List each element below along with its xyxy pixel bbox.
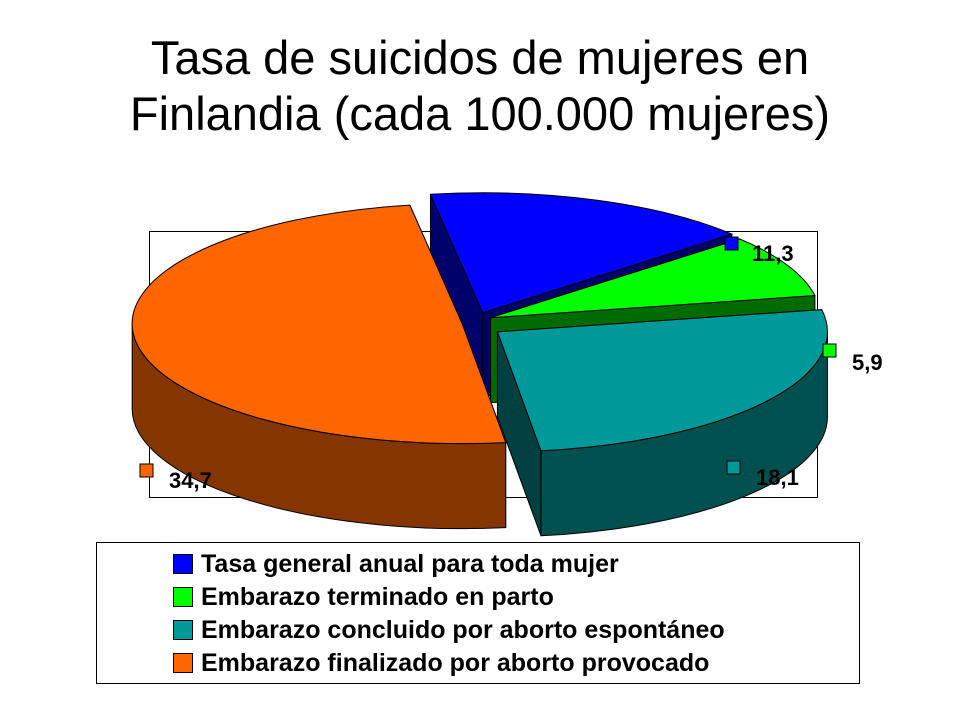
legend: Tasa general anual para toda mujer Embara… [96,542,860,684]
data-label-2: 5,9 [852,350,883,375]
legend-swatch [173,587,193,607]
data-label-swatch-3 [726,460,741,475]
legend-label: Embarazo concluido por aborto espontáneo [201,615,725,644]
legend-label: Tasa general anual para toda mujer [201,549,619,578]
data-label-swatch-2 [822,343,837,358]
chart-title-line-2: Finlandia (cada 100.000 mujeres) [129,87,831,140]
legend-swatch [173,620,193,640]
legend-item: Embarazo terminado en parto [173,582,554,612]
legend-label: Embarazo finalizado por aborto provocado [201,648,710,677]
pie-slice-1 [429,192,734,314]
data-label-1: 11,3 [752,241,794,266]
data-label-swatch-4 [139,463,154,478]
pie-slice-4 [131,204,507,445]
legend-swatch [173,653,193,673]
pie-slice-3 [496,309,828,452]
legend-swatch [173,554,193,574]
legend-item: Tasa general anual para toda mujer [173,549,619,579]
pie-slice-2 [490,238,816,319]
chart-title-line-1: Tasa de suicidos de mujeres en [150,31,810,84]
legend-label: Embarazo terminado en parto [201,582,554,611]
data-label-3: 18,1 [756,465,799,490]
legend-item: Embarazo finalizado por aborto provocado [173,648,709,678]
legend-item: Embarazo concluido por aborto espontáneo [173,615,725,645]
data-label-swatch-1 [724,236,739,251]
chart-title: Tasa de suicidos de mujeres en Finlandia… [0,30,960,142]
data-label-4: 34,7 [169,468,212,493]
